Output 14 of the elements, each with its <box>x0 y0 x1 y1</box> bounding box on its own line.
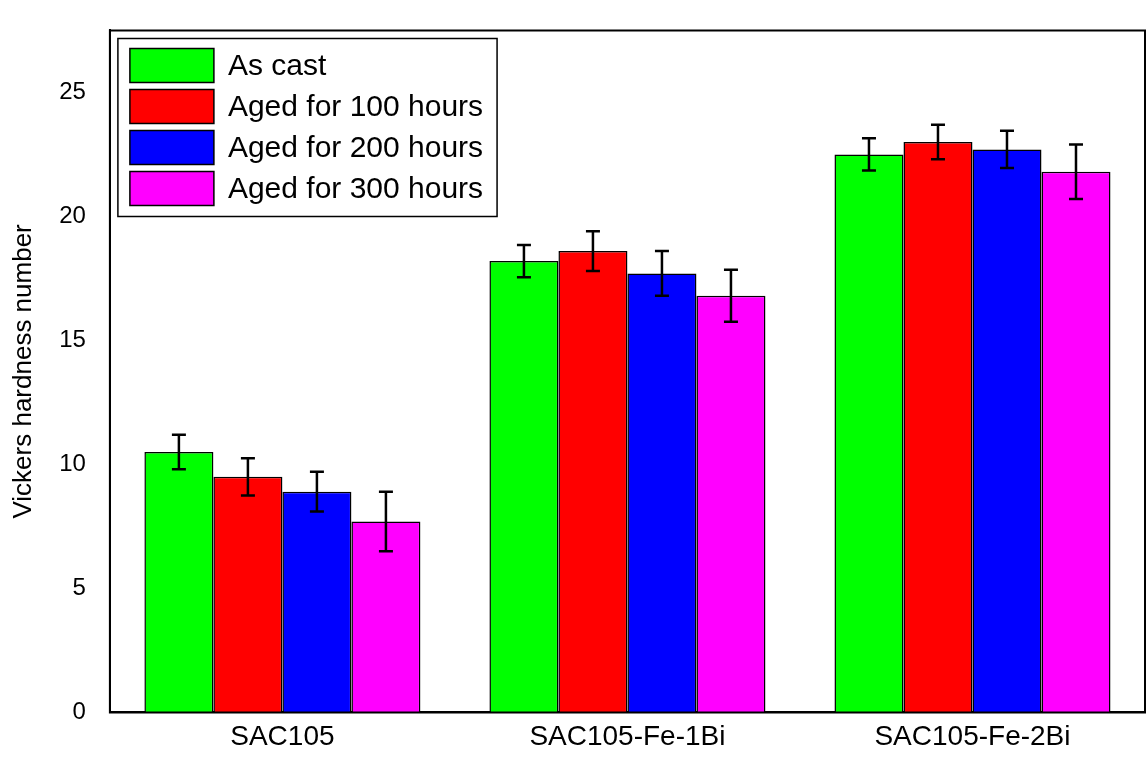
y-tick-label: 25 <box>59 77 86 105</box>
y-tick-label: 5 <box>72 573 86 601</box>
y-tick-label: 15 <box>59 325 86 353</box>
legend-label: Aged for 200 hours <box>227 129 484 163</box>
y-tick-label: 10 <box>59 449 86 477</box>
y-tick-label: 20 <box>59 201 86 229</box>
x-tick-label: SAC105-Fe-2Bi <box>874 719 1071 751</box>
y-tick-label: 0 <box>72 697 86 725</box>
legend-label: Aged for 100 hours <box>227 88 484 122</box>
y-axis-title: Vickers hardness number <box>6 223 37 519</box>
legend-label: As cast <box>227 47 327 81</box>
x-tick-label: SAC105-Fe-1Bi <box>529 719 726 751</box>
legend-label: Aged for 300 hours <box>227 170 484 204</box>
x-tick-label: SAC105 <box>230 719 335 751</box>
